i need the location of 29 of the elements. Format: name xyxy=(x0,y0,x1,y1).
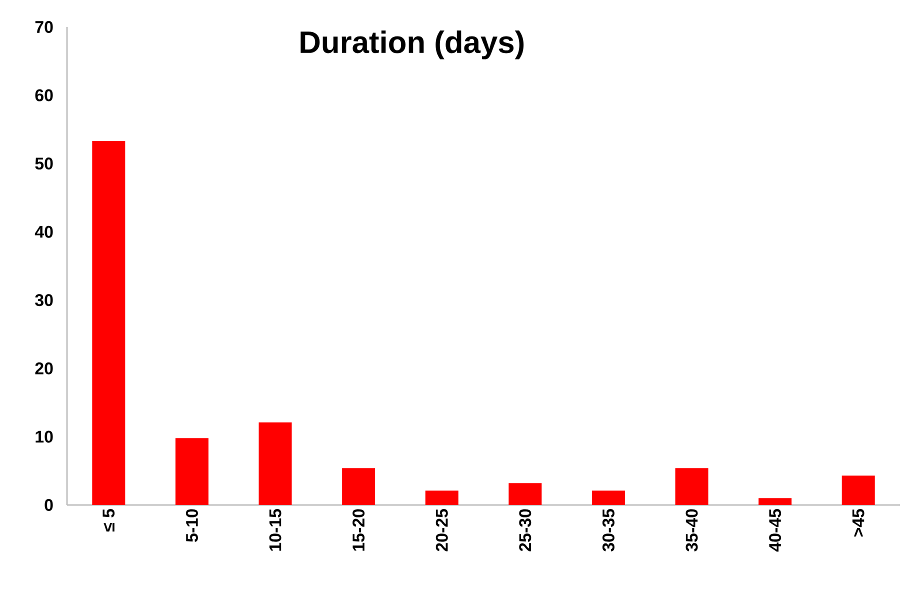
y-tick-label: 50 xyxy=(35,158,53,170)
bar xyxy=(425,490,458,505)
bar xyxy=(508,483,542,505)
bar xyxy=(92,141,126,505)
x-tick-label: 30-35 xyxy=(602,508,614,552)
bar xyxy=(342,468,376,505)
x-tick-label: 10-15 xyxy=(269,508,282,551)
y-tick-label: 30 xyxy=(35,294,53,306)
bar xyxy=(258,422,292,505)
x-tick-label: 5-10 xyxy=(186,509,198,542)
bar xyxy=(592,490,625,505)
chart-title: Duration (days) xyxy=(300,30,524,60)
y-tick-label: 0 xyxy=(44,498,53,511)
y-tick-label: 70 xyxy=(35,20,53,33)
x-tick-label: 40-45 xyxy=(769,508,782,552)
bar xyxy=(175,438,208,505)
y-tick-label: 10 xyxy=(36,430,53,443)
bar xyxy=(758,498,792,505)
y-tick-label: 20 xyxy=(35,362,53,374)
x-tick-label: >45 xyxy=(852,508,864,537)
x-tick-label: 35-40 xyxy=(686,509,698,552)
bar xyxy=(675,468,708,505)
x-tick-label: 15-20 xyxy=(352,509,365,551)
y-tick-label: 40 xyxy=(34,226,53,238)
x-tick-label: ≤ 5 xyxy=(102,508,115,532)
bar xyxy=(842,476,875,505)
y-tick-label: 60 xyxy=(35,89,53,102)
x-tick-label: 25-30 xyxy=(519,509,532,552)
x-tick-label: 20-25 xyxy=(436,508,448,552)
